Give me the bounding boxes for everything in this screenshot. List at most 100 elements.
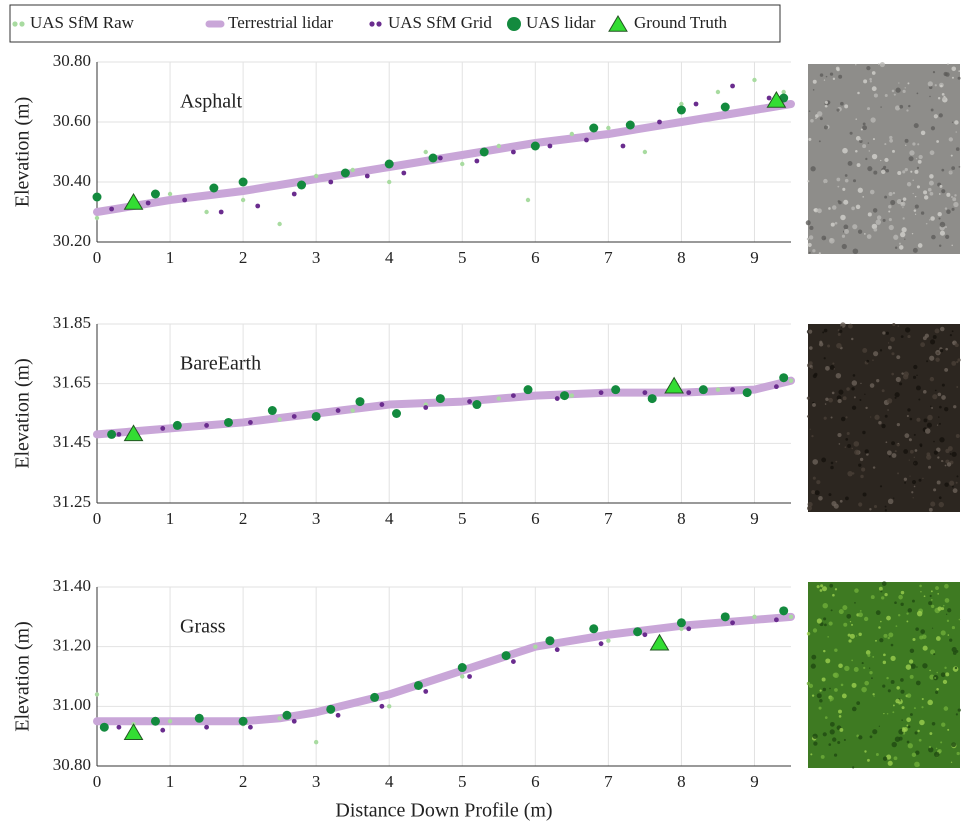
texture-speck: [889, 218, 892, 221]
texture-speck: [842, 605, 847, 610]
texture-speck: [835, 461, 837, 463]
texture-speck: [911, 491, 913, 493]
raw-point: [314, 174, 318, 178]
texture-speck: [941, 169, 944, 172]
texture-speck: [910, 171, 912, 173]
texture-speck: [935, 691, 938, 694]
grid-point: [555, 396, 560, 401]
texture-speck: [906, 620, 908, 622]
texture-speck: [858, 612, 863, 617]
texture-speck: [913, 248, 918, 253]
texture-speck: [817, 585, 820, 588]
texture-speck: [823, 603, 828, 608]
texture-speck: [817, 618, 822, 623]
texture-speck: [934, 752, 940, 758]
texture-speck: [899, 243, 901, 245]
texture-speck: [820, 589, 823, 592]
lidar-point: [151, 717, 160, 726]
texture-speck: [893, 498, 894, 499]
texture-speck: [919, 635, 923, 639]
grid-point: [292, 719, 297, 724]
texture-speck: [839, 728, 843, 732]
texture-speck: [861, 467, 865, 471]
texture-speck: [850, 634, 855, 639]
texture-speck: [823, 179, 827, 183]
legend-label: Ground Truth: [634, 13, 728, 32]
texture-speck: [851, 624, 853, 626]
texture-speck: [829, 238, 835, 244]
x-tick-label: 7: [604, 509, 613, 528]
texture-speck: [876, 610, 881, 615]
grid-point: [160, 728, 165, 733]
texture-speck: [858, 502, 862, 506]
texture-speck: [848, 161, 853, 166]
texture-speck: [952, 208, 955, 211]
texture-speck: [928, 601, 932, 605]
texture-speck: [933, 441, 935, 443]
texture-speck: [852, 224, 857, 229]
raw-point: [95, 692, 99, 696]
texture-speck: [850, 132, 853, 135]
texture-speck: [929, 181, 934, 186]
texture-speck: [884, 593, 887, 596]
raw-point: [643, 150, 647, 154]
texture-speck: [933, 488, 936, 491]
raw-point: [277, 417, 281, 421]
grid-point: [774, 384, 779, 389]
texture-speck: [873, 351, 878, 356]
texture-speck: [892, 90, 895, 93]
texture-speck: [858, 230, 862, 234]
texture-speck: [958, 70, 960, 72]
texture-speck: [912, 233, 913, 234]
texture-speck: [837, 186, 839, 188]
texture-speck: [957, 752, 960, 755]
texture-speck: [910, 450, 914, 454]
texture-speck: [952, 122, 953, 123]
texture-speck: [892, 742, 897, 747]
texture-speck: [927, 700, 933, 706]
texture-speck: [914, 457, 915, 458]
texture-speck: [902, 706, 905, 709]
texture-speck: [891, 644, 894, 647]
texture-speck: [895, 247, 897, 249]
raw-point: [12, 21, 17, 26]
texture-speck: [807, 506, 812, 511]
texture-speck: [931, 407, 933, 409]
texture-speck: [929, 219, 930, 220]
texture-speck: [855, 64, 856, 65]
texture-speck: [870, 735, 873, 738]
texture-speck: [856, 635, 857, 636]
texture-speck: [958, 77, 961, 80]
texture-speck: [895, 397, 897, 399]
texture-speck: [852, 707, 857, 712]
texture-speck: [887, 409, 888, 410]
texture-speck: [809, 226, 813, 230]
texture-speck: [825, 101, 828, 104]
texture-speck: [890, 337, 895, 342]
texture-speck: [833, 673, 837, 677]
x-tick-label: 0: [93, 248, 102, 267]
texture-speck: [831, 417, 833, 419]
texture-speck: [867, 759, 870, 762]
texture-speck: [905, 168, 908, 171]
x-tick-label: 9: [750, 248, 759, 267]
texture-speck: [915, 214, 916, 215]
texture-speck: [949, 638, 952, 641]
grid-point: [642, 632, 647, 637]
texture-speck: [836, 178, 840, 182]
texture-speck: [846, 614, 851, 619]
texture-speck: [820, 584, 823, 587]
y-tick-label: 30.40: [53, 171, 91, 190]
texture-speck: [957, 358, 960, 361]
raw-point: [570, 393, 574, 397]
lidar-point: [648, 394, 657, 403]
texture-speck: [821, 236, 826, 241]
texture-speck: [815, 118, 816, 119]
texture-speck: [952, 452, 957, 457]
x-tick-label: 4: [385, 772, 394, 791]
lidar-point: [239, 178, 248, 187]
texture-speck: [920, 629, 925, 634]
texture-speck: [931, 109, 934, 112]
texture-speck: [824, 79, 825, 80]
texture-speck: [950, 334, 952, 336]
